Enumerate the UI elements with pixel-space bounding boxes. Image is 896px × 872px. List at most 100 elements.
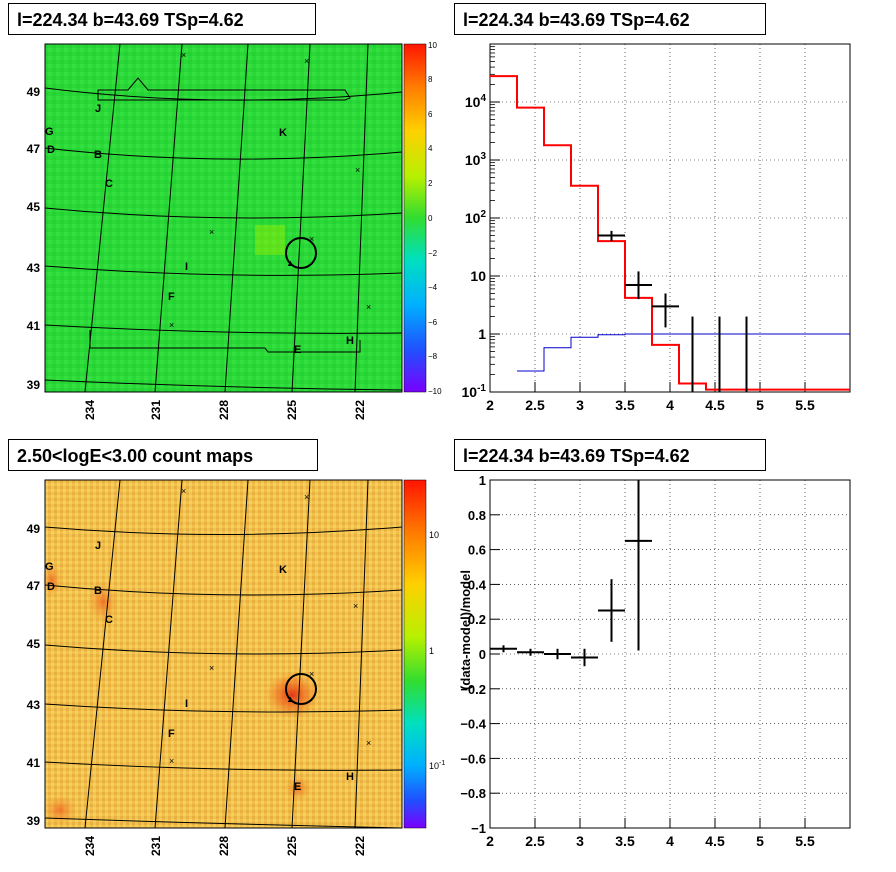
countmap-xtick: 234 xyxy=(83,836,97,856)
residual-y-tick-label: −0.4 xyxy=(460,717,486,732)
svg-text:×: × xyxy=(309,669,314,679)
countmap-label-i: I xyxy=(185,698,188,710)
spectrum-x-tick-label: 5 xyxy=(756,397,764,413)
countmap-label-k: K xyxy=(279,564,287,576)
residual-data-points xyxy=(490,480,652,667)
residual-y-tick-label: −0.8 xyxy=(460,786,486,801)
tsmap-label-j: J xyxy=(95,103,101,115)
spectrum-x-tick-label: 2.5 xyxy=(525,397,545,413)
countmap-xtick: 225 xyxy=(285,836,299,856)
svg-text:×: × xyxy=(181,486,186,496)
tsmap-label-i: I xyxy=(185,261,188,273)
countmap-cbar-tick: 1 xyxy=(429,646,434,656)
spectrum-y-tick-label: 103 xyxy=(465,151,487,168)
svg-text:×: × xyxy=(366,302,371,312)
tsmap-xtick: 228 xyxy=(217,400,231,420)
countmap-label-j: J xyxy=(95,540,101,552)
residual-y-tick-label: −0.2 xyxy=(460,682,486,697)
svg-text:×: × xyxy=(355,165,360,175)
tsmap-ytick: 49 xyxy=(27,85,41,99)
svg-text:×: × xyxy=(169,756,174,766)
countmap-label-b: B xyxy=(94,585,102,597)
tsmap-y-ticks: 39 41 43 45 47 49 xyxy=(27,85,41,392)
spectrum-x-tick-labels: 2 2.5 3 3.5 4 4.5 5 5.5 xyxy=(486,397,815,413)
residual-y-tick-labels: −1 −0.8 −0.6 −0.4 −0.2 0 0.2 0.4 0.6 0.8 1 xyxy=(460,473,486,836)
countmap-grid xyxy=(44,479,403,829)
tsmap-cbar-tick: 10 xyxy=(428,41,437,50)
residual-x-tick-label: 2.5 xyxy=(525,833,545,849)
countmap-cbar-tick: 10 xyxy=(429,530,439,540)
spectrum-red-model-line xyxy=(490,75,850,391)
tsmap-ytick: 43 xyxy=(27,261,41,275)
tsmap-panel: J G D B C K I F E H × × × × × × × ▲ 39 41 43 … xyxy=(27,41,442,420)
tsmap-x-ticks: 234 231 228 225 222 xyxy=(83,400,367,420)
tsmap-ytick: 45 xyxy=(27,200,41,214)
tsmap-frame xyxy=(44,43,403,393)
tsmap-cbar-tick: 8 xyxy=(428,75,433,84)
tsmap-ytick: 39 xyxy=(27,378,41,392)
tsmap-cbar-tick: −4 xyxy=(428,283,438,292)
countmap-label-g: G xyxy=(45,561,54,573)
tsmap-label-h: H xyxy=(346,335,354,347)
svg-text:×: × xyxy=(304,492,309,502)
countmap-source-circle xyxy=(285,673,317,705)
tsmap-cbar-tick: 0 xyxy=(428,214,433,223)
spectrum-red-model xyxy=(490,75,850,391)
residual-y-tick-label: 0.2 xyxy=(468,612,486,627)
tsmap-grid xyxy=(44,43,403,393)
residual-y-tick-label: 0.6 xyxy=(468,543,486,558)
tsmap-colorbar xyxy=(403,43,427,393)
residual-x-tick-label: 5.5 xyxy=(795,833,815,849)
tsmap-cbar-tick: −10 xyxy=(428,387,442,396)
countmap-ytick: 41 xyxy=(27,756,41,770)
residual-y-tick-label: 0 xyxy=(479,647,486,662)
svg-text:×: × xyxy=(209,663,214,673)
tsmap-cbar-tick: −2 xyxy=(428,249,438,258)
residual-panel: 2 2.5 3 3.5 4 4.5 5 5.5 −1 −0.8 −0.6 −0.4 −0.2 0 0.2 0… xyxy=(458,473,851,849)
tsmap-ytick: 41 xyxy=(27,319,41,333)
spectrum-y-tick-labels: 10-1 1 10 102 103 104 xyxy=(462,93,487,400)
countmap-source-labels: J G D B C K I F E H xyxy=(45,540,354,793)
tsmap-x-markers: × × × × × × × ▲ xyxy=(169,50,371,330)
residual-y-axis-label: (data-model)/model xyxy=(458,570,473,690)
countmap-colorbar xyxy=(403,479,427,829)
countmap-panel: J G D B C K I F E H × × × × × × × ▲ 39 41 43 … xyxy=(27,479,445,856)
countmap-xtick: 228 xyxy=(217,836,231,856)
spectrum-y-tick-label: 102 xyxy=(465,209,487,226)
tsmap-label-b: B xyxy=(94,149,102,161)
spectrum-x-tick-label: 2 xyxy=(486,397,494,413)
tsmap-cbar-tick: −6 xyxy=(428,318,438,327)
countmap-ytick: 49 xyxy=(27,522,41,536)
spectrum-blue-model xyxy=(517,333,850,372)
tsmap-cbar-tick: 6 xyxy=(428,110,433,119)
svg-text:▲: ▲ xyxy=(286,258,295,268)
residual-title: l=224.34 b=43.69 TSp=4.62 xyxy=(454,439,766,471)
tsmap-ytick: 47 xyxy=(27,142,41,156)
residual-x-tick-label: 3 xyxy=(576,833,584,849)
tsmap-label-f: F xyxy=(168,291,175,303)
countmap-ytick: 39 xyxy=(27,814,41,828)
spectrum-y-tick-label: 10-1 xyxy=(462,383,487,400)
residual-y-tick-label: −1 xyxy=(471,821,486,836)
spectrum-y-tick-label: 10 xyxy=(470,268,486,284)
countmap-title: 2.50<logE<3.00 count maps xyxy=(8,439,318,471)
countmap-blob-e xyxy=(284,774,312,802)
spectrum-x-tick-label: 4 xyxy=(666,397,674,413)
countmap-xtick: 231 xyxy=(149,836,163,856)
residual-y-tick-label: 0.4 xyxy=(468,577,487,592)
residual-x-tick-label: 4.5 xyxy=(705,833,725,849)
spectrum-y-tick-label: 104 xyxy=(465,93,487,110)
countmap-label-c: C xyxy=(105,614,113,626)
countmap-label-e: E xyxy=(294,781,301,793)
svg-text:×: × xyxy=(181,50,186,60)
countmap-frame xyxy=(44,479,403,829)
spectrum-y-tick-label: 1 xyxy=(478,326,486,342)
countmap-colorbar-ticks: 10 1 10-1 xyxy=(429,530,445,771)
countmap-label-h: H xyxy=(346,771,354,783)
countmap-blob-g xyxy=(42,562,62,598)
tsmap-title: l=224.34 b=43.69 TSp=4.62 xyxy=(8,3,316,35)
tsmap-label-g: G xyxy=(45,126,54,138)
tsmap-label-d: D xyxy=(47,144,55,156)
spectrum-title: l=224.34 b=43.69 TSp=4.62 xyxy=(454,3,766,35)
